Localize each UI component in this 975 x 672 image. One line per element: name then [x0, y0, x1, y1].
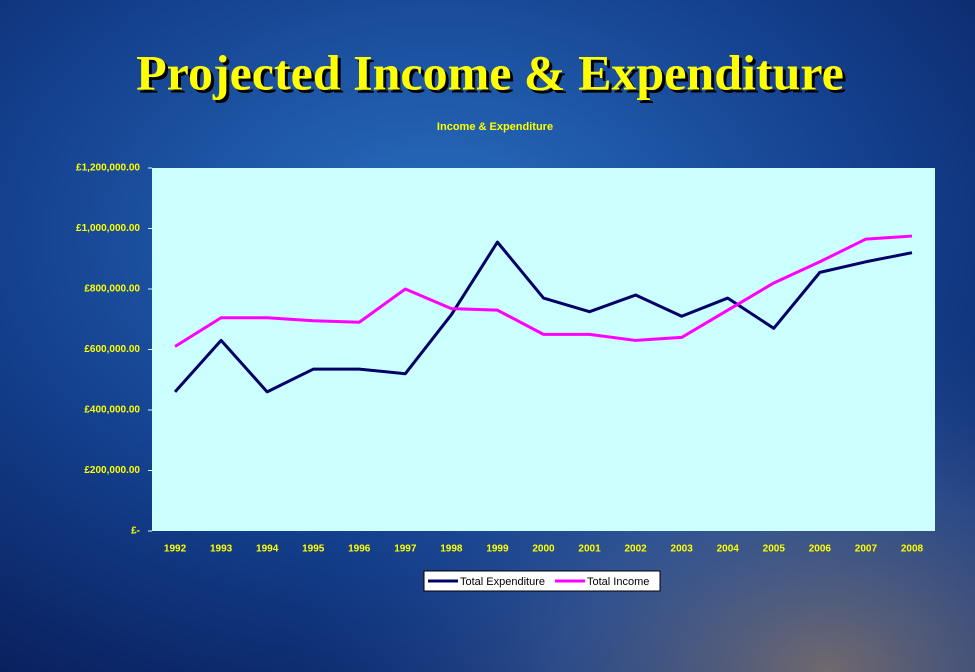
y-tick-label: £400,000.00 — [84, 405, 140, 416]
x-tick-label: 1994 — [256, 544, 279, 555]
x-tick-label: 1996 — [348, 544, 371, 555]
x-tick-label: 1999 — [486, 544, 509, 555]
x-tick-label: 2006 — [809, 544, 832, 555]
x-tick-label: 1995 — [302, 544, 325, 555]
legend-label: Total Income — [587, 576, 649, 588]
legend: Total Expenditure Total Income — [423, 570, 661, 592]
x-tick-label: 2007 — [855, 544, 878, 555]
y-tick-label: £- — [131, 526, 140, 537]
x-tick-label: 2005 — [763, 544, 786, 555]
chart-subtitle: Income & Expenditure — [437, 121, 553, 133]
plot-area — [152, 168, 935, 531]
y-tick-label: £800,000.00 — [84, 284, 140, 295]
x-tick-label: 2003 — [671, 544, 694, 555]
x-tick-label: 1992 — [164, 544, 187, 555]
x-tick-label: 1997 — [394, 544, 417, 555]
legend-box — [423, 570, 661, 592]
x-tick-label: 2008 — [901, 544, 924, 555]
chart-title: Projected Income & Expenditure — [136, 44, 844, 100]
legend-label: Total Expenditure — [460, 576, 545, 588]
x-tick-label: 2004 — [717, 544, 740, 555]
y-tick-label: £200,000.00 — [84, 465, 140, 476]
x-tick-label: 2002 — [624, 544, 647, 555]
line-series — [173, 240, 913, 394]
chart-title-shadow: Projected Income & Expenditure — [139, 47, 847, 103]
x-tick-label: 2000 — [532, 544, 555, 555]
y-tick-label: £1,200,000.00 — [76, 163, 140, 174]
y-tick-label: £600,000.00 — [84, 344, 140, 355]
y-tick-label: £1,000,000.00 — [76, 223, 140, 234]
line-series — [174, 234, 913, 348]
x-tick-label: 2001 — [578, 544, 601, 555]
x-tick-label: 1993 — [210, 544, 233, 555]
x-tick-label: 1998 — [440, 544, 463, 555]
